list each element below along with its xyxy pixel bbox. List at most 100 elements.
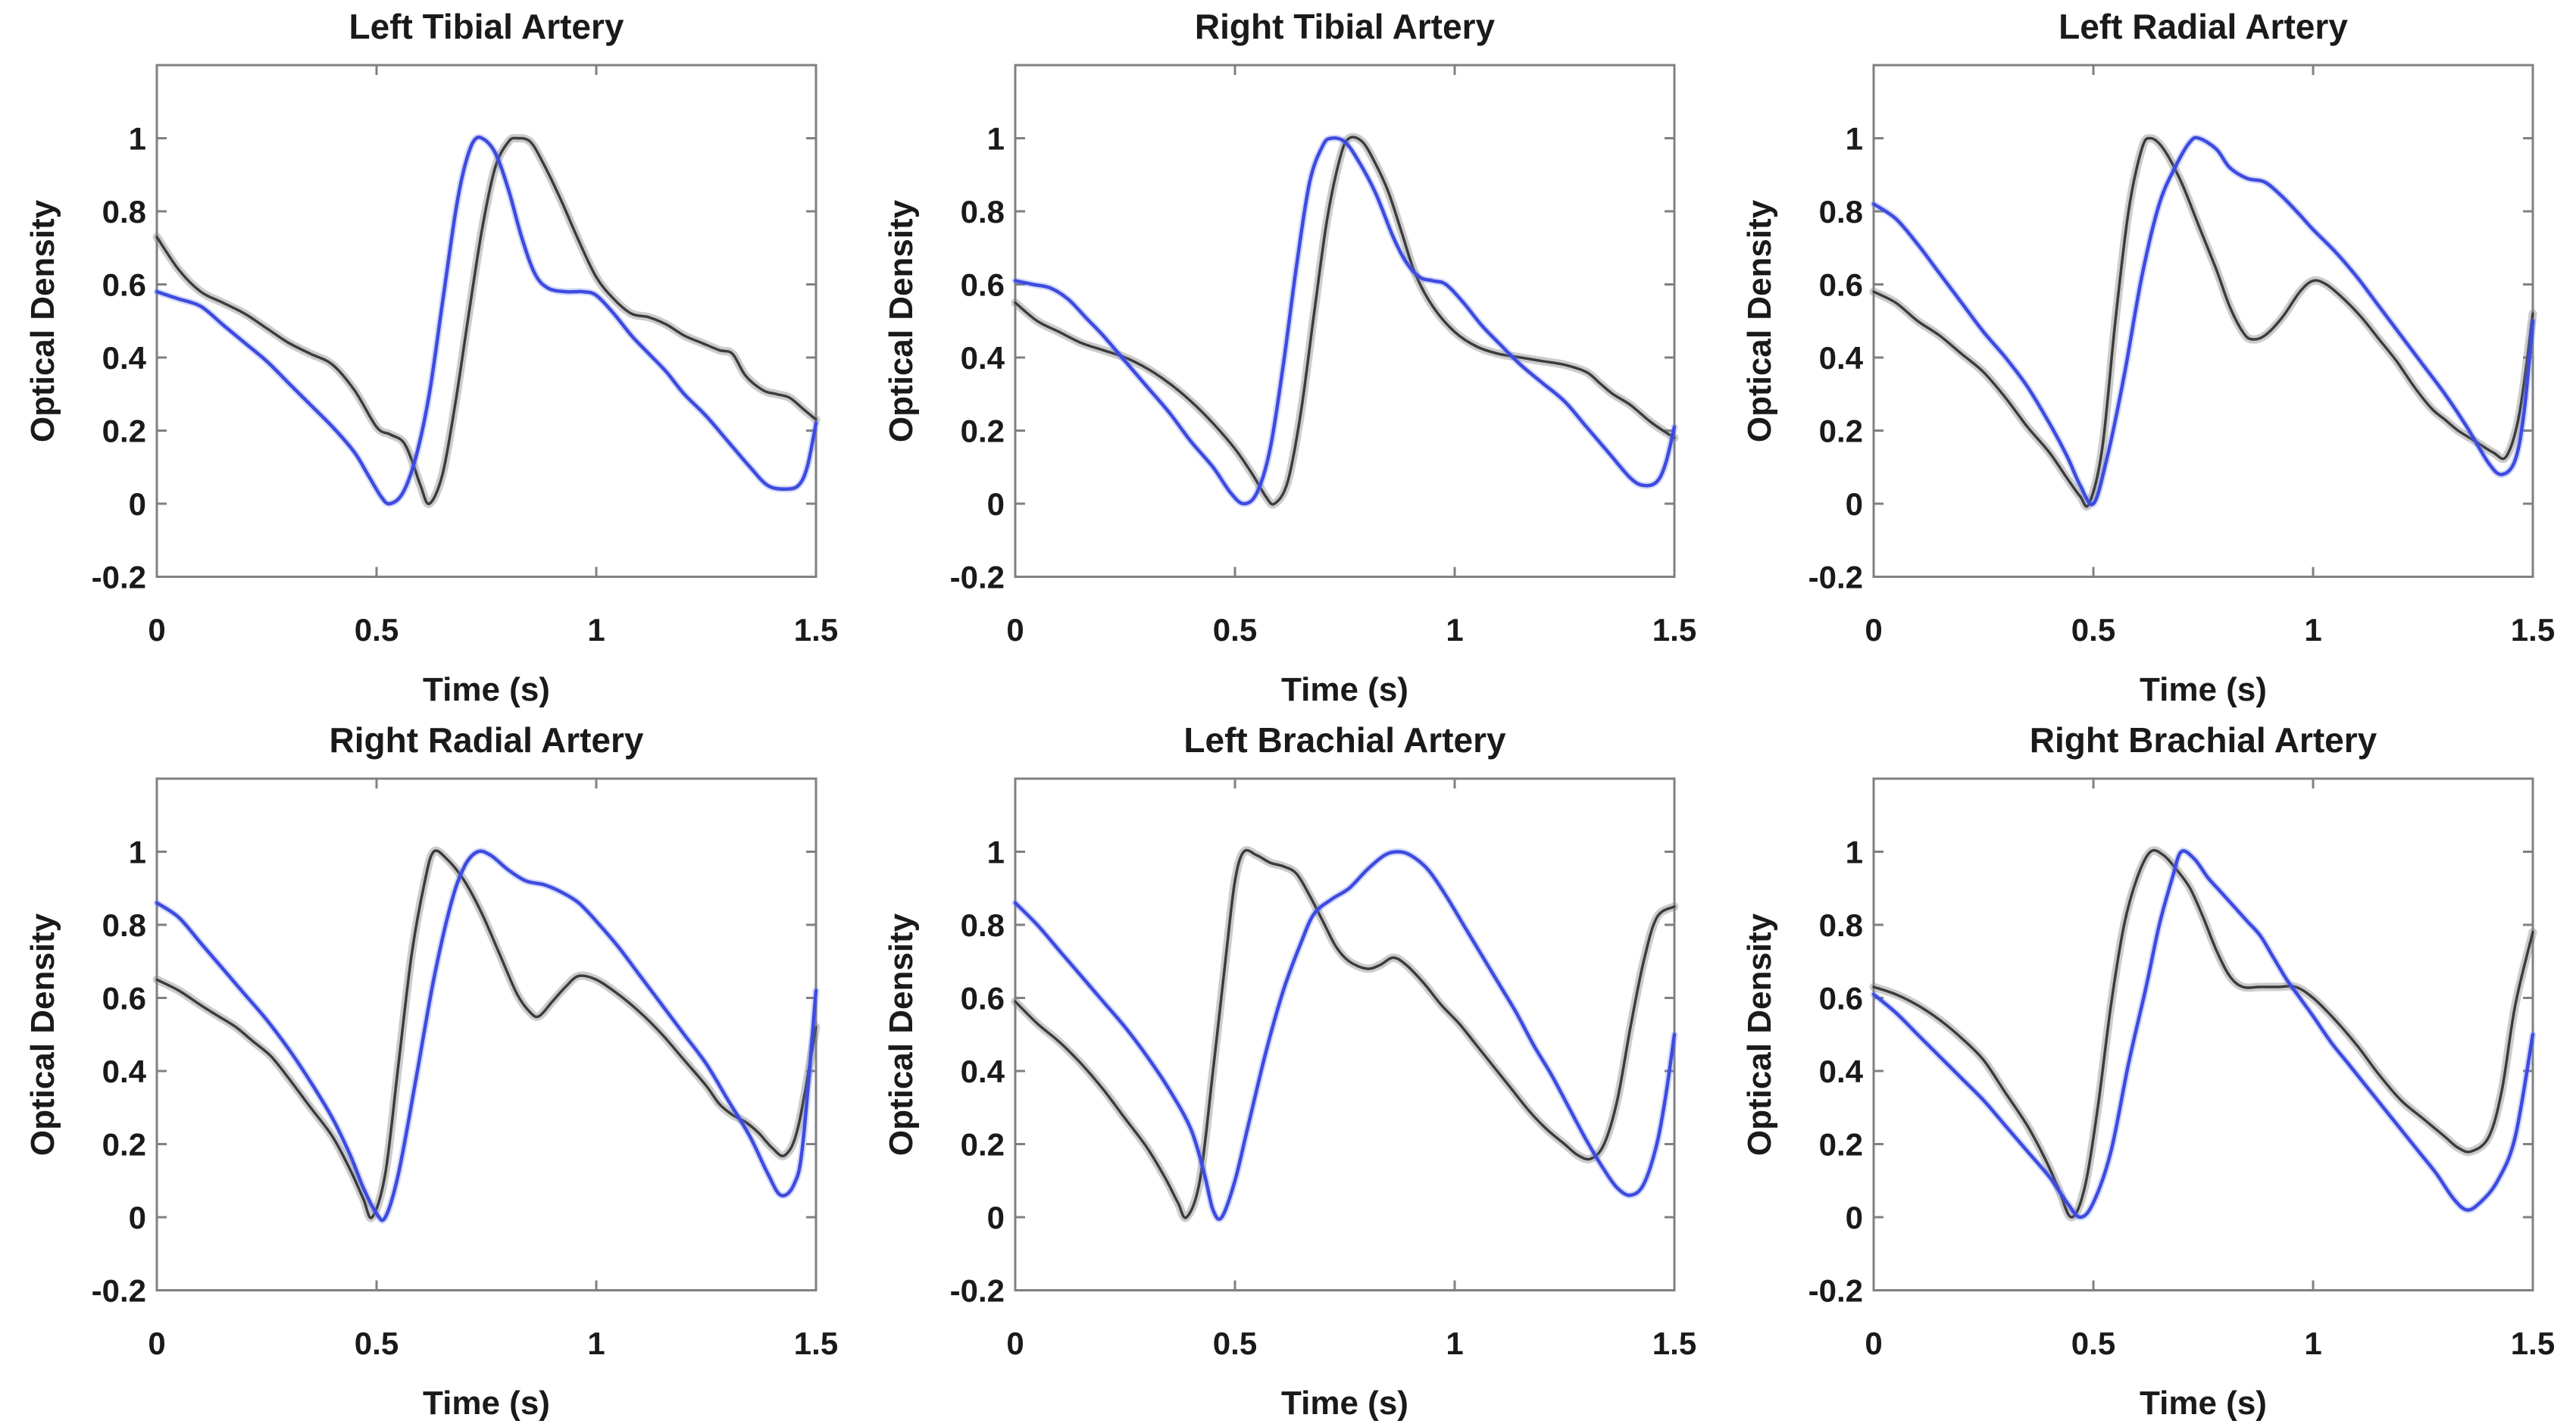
- x-tick-label: 0: [148, 1326, 165, 1361]
- x-tick-label: 0.5: [2071, 1326, 2115, 1361]
- x-axis-label: Time (s): [423, 1385, 550, 1422]
- subplot-left-brachial-artery: Left Brachial Artery Optical Density Tim…: [858, 714, 1717, 1427]
- curve-mean-waveform-black-with-gray-band: [1872, 136, 2534, 508]
- curve-mean-waveform-blue: [1013, 850, 1677, 1221]
- curve-mean-waveform-blue: [155, 849, 818, 1222]
- y-tick-label: -0.2: [1809, 560, 1863, 595]
- std-band-mean-waveform-black-with-gray-band: [1869, 846, 2537, 1222]
- x-tick-label: 0.5: [2071, 612, 2115, 648]
- y-tick-label: 0.4: [102, 1054, 147, 1089]
- plot-canvas: 0 0.5 1 1.5-0.200.20.40.60.81: [92, 64, 838, 648]
- std-band-mean-waveform-blue: [1870, 848, 2537, 1221]
- y-tick-label: 0.6: [961, 981, 1005, 1016]
- plot-canvas: 0 0.5 1 1.5-0.200.20.40.60.81: [1809, 64, 2555, 648]
- y-tick-label: 1: [987, 835, 1005, 870]
- curve-mean-waveform-black-with-gray-band: [155, 849, 818, 1219]
- y-tick-label: 0.2: [1819, 1127, 1863, 1163]
- plot-canvas: 0 0.5 1 1.5-0.200.20.40.60.81: [1809, 777, 2555, 1361]
- y-tick-label: 0.8: [102, 194, 146, 230]
- x-tick-label: 1: [1446, 1326, 1463, 1361]
- x-tick-label: 1: [587, 612, 605, 648]
- x-axis-label: Time (s): [2140, 671, 2267, 708]
- plot-canvas: 0 0.5 1 1.5-0.200.20.40.60.81: [950, 777, 1696, 1361]
- y-tick-label: -0.2: [950, 1273, 1005, 1309]
- subplot-left-tibial-artery: Left Tibial Artery Optical Density Time …: [0, 0, 858, 714]
- x-tick-label: 1.5: [794, 1326, 838, 1361]
- x-tick-label: 0: [1865, 1326, 1882, 1361]
- y-tick-label: -0.2: [1809, 1273, 1863, 1309]
- x-tick-label: 1: [2304, 612, 2321, 648]
- x-tick-label: 1.5: [2511, 612, 2555, 648]
- axes-box: [1014, 64, 1676, 578]
- x-tick-label: 1.5: [1652, 612, 1696, 648]
- curve-mean-waveform-black-with-gray-band: [1872, 848, 2534, 1219]
- x-tick-label: 0: [1006, 1326, 1024, 1361]
- y-tick-label: 0.2: [102, 1127, 146, 1163]
- std-band-mean-waveform-black-with-gray-band: [152, 846, 821, 1222]
- x-tick-label: 0: [1865, 612, 1882, 648]
- y-tick-label: 0.2: [961, 414, 1005, 449]
- curve-mean-waveform-black-with-gray-band: [155, 136, 818, 505]
- y-tick-label: 0.8: [1819, 194, 1863, 230]
- subplot-right-tibial-artery: Right Tibial Artery Optical Density Time…: [858, 0, 1717, 714]
- y-tick-label: 0.6: [102, 981, 146, 1016]
- std-band-mean-waveform-black-with-gray-band: [1011, 133, 1679, 509]
- y-tick-label: 0.8: [961, 194, 1005, 230]
- y-tick-label: 0.8: [1819, 907, 1863, 943]
- plot-title: Left Tibial Artery: [349, 7, 624, 46]
- y-tick-label: 0.4: [961, 340, 1005, 376]
- y-tick-label: 0: [129, 486, 146, 522]
- curve-mean-waveform-black-with-gray-band: [1014, 848, 1676, 1219]
- x-axis-label: Time (s): [423, 671, 550, 708]
- std-band-mean-waveform-blue: [1870, 134, 2537, 508]
- y-tick-label: 0.4: [1819, 340, 1864, 376]
- x-tick-label: 1.5: [794, 612, 838, 648]
- y-tick-label: 0: [987, 486, 1005, 522]
- axes-box: [1014, 777, 1676, 1291]
- y-tick-label: 1: [1846, 121, 1863, 157]
- x-tick-label: 0: [148, 612, 165, 648]
- subplot-left-radial-artery: Left Radial Artery Optical Density Time …: [1717, 0, 2575, 714]
- plot-title: Left Radial Artery: [2059, 7, 2348, 46]
- std-band-mean-waveform-black-with-gray-band: [1011, 846, 1679, 1222]
- subplot-right-radial-artery: Right Radial Artery Optical Density Time…: [0, 714, 858, 1427]
- curve-mean-waveform-blue: [1013, 136, 1677, 506]
- plot-title: Right Brachial Artery: [2029, 720, 2377, 760]
- subplot-right-brachial-artery: Right Brachial Artery Optical Density Ti…: [1717, 714, 2575, 1427]
- y-tick-label: 1: [1846, 835, 1863, 870]
- y-tick-label: 0: [987, 1200, 1005, 1235]
- y-tick-label: 0.4: [961, 1054, 1005, 1089]
- y-tick-label: 0.6: [1819, 267, 1863, 303]
- plot-canvas: 0 0.5 1 1.5-0.200.20.40.60.81: [92, 777, 838, 1361]
- x-axis-label: Time (s): [1281, 1385, 1408, 1422]
- curve-mean-waveform-blue: [155, 136, 818, 506]
- x-tick-label: 1.5: [1652, 1326, 1696, 1361]
- plot-title: Right Tibial Artery: [1194, 7, 1496, 46]
- axes-box: [1872, 777, 2534, 1291]
- y-tick-label: 0.2: [961, 1127, 1005, 1163]
- x-tick-label: 0.5: [355, 612, 399, 648]
- curve-mean-waveform-blue: [1871, 849, 2535, 1219]
- plot-title: Right Radial Artery: [329, 720, 644, 760]
- x-tick-label: 0.5: [1213, 1326, 1257, 1361]
- std-band-mean-waveform-blue: [153, 848, 820, 1224]
- y-tick-label: -0.2: [92, 560, 146, 595]
- y-tick-label: 0.8: [102, 907, 146, 943]
- x-tick-label: 1: [2304, 1326, 2321, 1361]
- x-axis-label: Time (s): [1281, 671, 1408, 708]
- std-band-mean-waveform-blue: [1011, 134, 1678, 507]
- x-tick-label: 1: [1446, 612, 1463, 648]
- y-tick-label: 1: [987, 121, 1005, 157]
- y-tick-label: 1: [129, 121, 146, 157]
- x-axis-label: Time (s): [2140, 1385, 2267, 1422]
- x-tick-label: 0.5: [355, 1326, 399, 1361]
- std-band-mean-waveform-blue: [1011, 848, 1678, 1222]
- y-tick-label: 0: [1846, 1200, 1863, 1235]
- y-tick-label: 0.4: [102, 340, 147, 376]
- y-tick-label: 1: [129, 835, 146, 870]
- y-tick-label: 0: [1846, 486, 1863, 522]
- x-tick-label: 1.5: [2511, 1326, 2555, 1361]
- plot-canvas: 0 0.5 1 1.5-0.200.20.40.60.81: [950, 64, 1696, 648]
- curve-mean-waveform-blue: [1871, 136, 2535, 507]
